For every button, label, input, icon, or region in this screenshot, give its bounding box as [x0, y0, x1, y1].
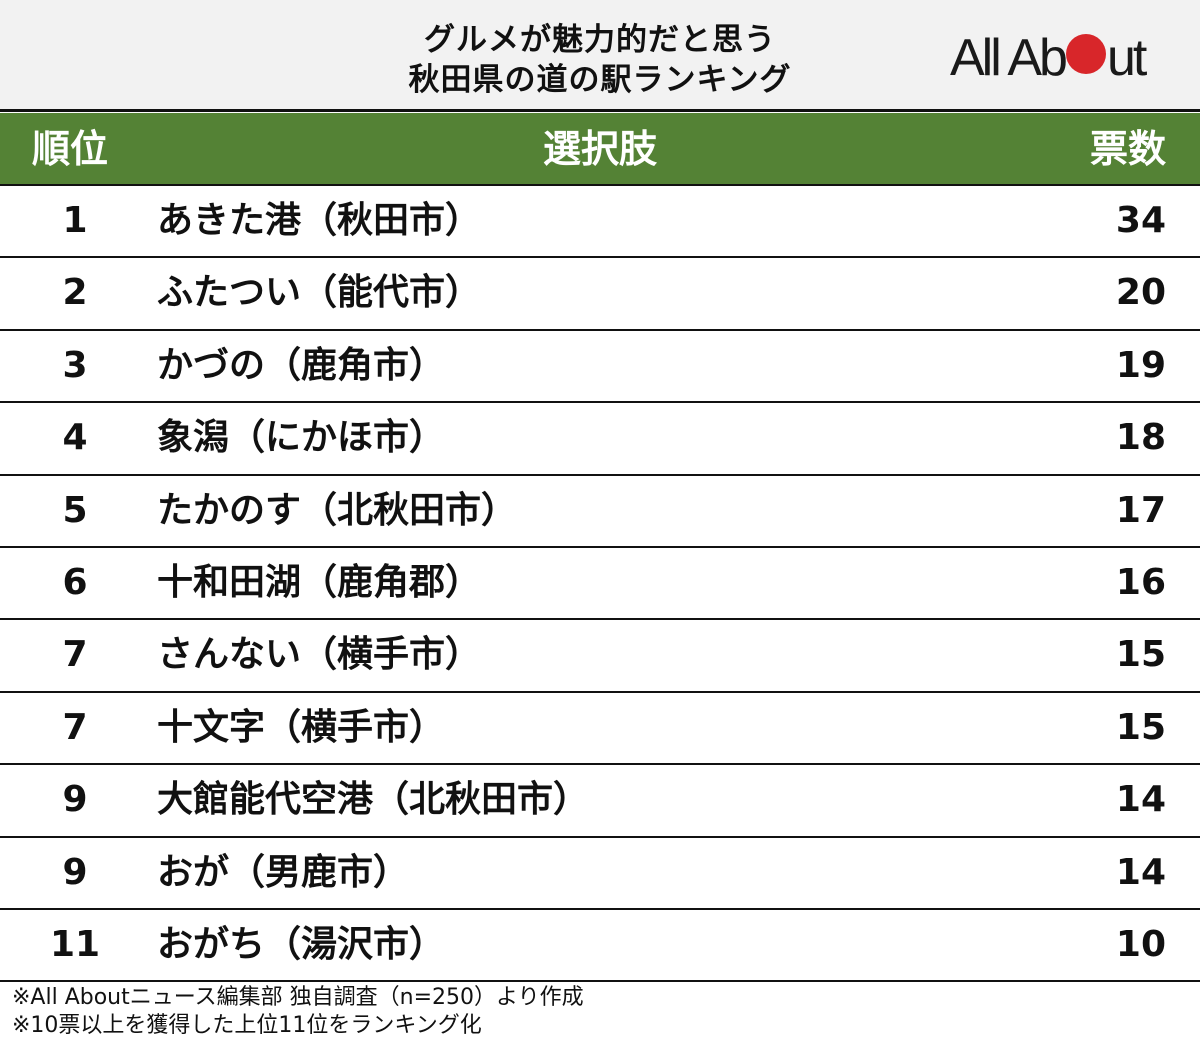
station-name-cell: 象潟（にかほ市）: [157, 417, 446, 459]
title-line-1: グルメが魅力的だと思う: [424, 22, 776, 58]
table-row: 11 おがち（湯沢市） 10: [0, 910, 1200, 983]
rank-cell: 1: [62, 200, 88, 241]
votes-cell: 34: [1115, 200, 1166, 241]
station-name-cell: おが（男鹿市）: [157, 851, 410, 893]
table-row: 7 さんない（横手市） 15: [0, 620, 1200, 693]
rank-cell: 9: [62, 779, 88, 821]
table-row: 3 かづの（鹿角市） 19: [0, 331, 1200, 404]
votes-cell: 14: [1115, 779, 1166, 821]
footer-notes: ※All Aboutニュース編集部 独自調査（n=250）より作成 ※10票以上…: [12, 984, 584, 1040]
rank-cell: 4: [62, 417, 88, 459]
votes-cell: 18: [1115, 417, 1166, 459]
table-row: 5 たかのす（北秋田市） 17: [0, 476, 1200, 548]
table-header: 選択肢 順位 票数: [0, 113, 1200, 186]
station-name-cell: かづの（鹿角市）: [157, 344, 446, 386]
logo-text-end: ut: [1106, 29, 1147, 87]
votes-cell: 15: [1115, 634, 1166, 676]
votes-cell: 19: [1115, 344, 1166, 386]
rank-cell: 6: [62, 561, 88, 603]
table-row: 9 おが（男鹿市） 14: [0, 838, 1200, 910]
votes-cell: 10: [1115, 923, 1166, 965]
page-title: グルメが魅力的だと思う 秋田県の道の駅ランキング: [300, 20, 900, 100]
rank-cell: 5: [62, 489, 88, 531]
station-name-cell: あきた港（秋田市）: [157, 200, 482, 241]
station-name-cell: 大館能代空港（北秋田市）: [157, 779, 590, 821]
table-row: 7 十文字（横手市） 15: [0, 693, 1200, 766]
column-header-rank: 順位: [32, 127, 109, 171]
votes-cell: 20: [1115, 272, 1166, 314]
table-row: 4 象潟（にかほ市） 18: [0, 403, 1200, 476]
votes-cell: 17: [1115, 489, 1166, 531]
rank-cell: 7: [62, 706, 88, 748]
title-line-2: 秋田県の道の駅ランキング: [408, 62, 792, 98]
rank-cell: 2: [62, 272, 88, 314]
logo-text-start: All Ab: [950, 29, 1068, 87]
footer-note-source: ※All Aboutニュース編集部 独自調査（n=250）より作成: [12, 985, 584, 1010]
rank-cell: 7: [62, 634, 88, 676]
station-name-cell: ふたつい（能代市）: [157, 272, 482, 314]
table-row: 2 ふたつい（能代市） 20: [0, 258, 1200, 331]
column-header-votes: 票数: [1089, 127, 1166, 171]
table-row: 9 大館能代空港（北秋田市） 14: [0, 765, 1200, 838]
logo-red-dot-icon: [1065, 34, 1106, 74]
allabout-logo: All Ab ut: [950, 28, 1147, 88]
footer-note-criteria: ※10票以上を獲得した上位11位をランキング化: [12, 1013, 482, 1038]
title-bar: グルメが魅力的だと思う 秋田県の道の駅ランキング All Ab ut: [0, 0, 1200, 112]
rank-cell: 9: [62, 851, 88, 893]
votes-cell: 16: [1115, 561, 1166, 603]
station-name-cell: 十文字（横手市）: [157, 706, 446, 748]
table-row: 1 あきた港（秋田市） 34: [0, 186, 1200, 259]
station-name-cell: おがち（湯沢市）: [157, 923, 446, 965]
rank-cell: 11: [49, 923, 101, 965]
votes-cell: 15: [1115, 706, 1166, 748]
station-name-cell: たかのす（北秋田市）: [157, 489, 518, 531]
table-body: 1 あきた港（秋田市） 34 2 ふたつい（能代市） 20 3 かづの（鹿角市） 19 4 象潟（に…: [0, 186, 1200, 983]
column-header-choice: 選択肢: [542, 127, 657, 171]
votes-cell: 14: [1115, 851, 1166, 893]
station-name-cell: 十和田湖（鹿角郡）: [157, 561, 482, 603]
table-row: 6 十和田湖（鹿角郡） 16: [0, 548, 1200, 621]
rank-cell: 3: [62, 344, 88, 386]
station-name-cell: さんない（横手市）: [157, 634, 482, 676]
ranking-table: 選択肢 順位 票数 1 あきた港（秋田市） 34 2 ふたつい（能代市） 20 3 かづの（鹿…: [0, 113, 1200, 983]
